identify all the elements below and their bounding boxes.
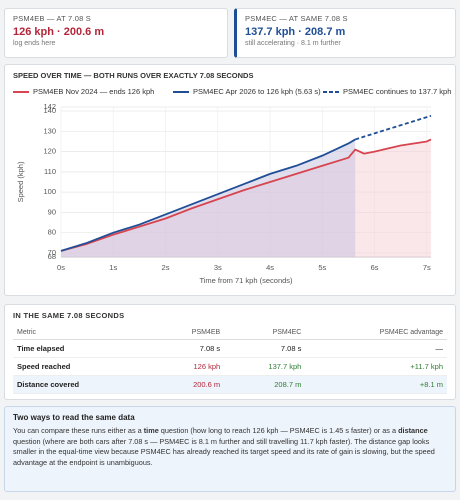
cell: +11.7 kph: [305, 357, 447, 376]
cell: +8.1 m: [305, 375, 447, 394]
card-value: 137.7 kph · 208.7 m: [245, 26, 346, 38]
note-title: Two ways to read the same data: [13, 413, 135, 422]
table-panel: IN THE SAME 7.08 SECONDS Metric PSM4EB P…: [4, 304, 456, 400]
table-row: Time elapsed 7.08 s 7.08 s —: [13, 339, 447, 358]
y-tick-label: 120: [43, 147, 56, 156]
header-cell: PSM4EC advantage: [305, 326, 447, 340]
x-tick-label: 2s: [162, 263, 170, 272]
y-tick-label: 70: [48, 248, 56, 257]
legend-label: PSM4EC Apr 2026 to 126 kph (5.63 s): [193, 87, 321, 96]
y-tick-label: 110: [44, 167, 56, 176]
line: [60, 138, 356, 252]
text-run: You can compare these runs either as a: [13, 426, 144, 435]
cell: Distance covered: [13, 375, 153, 394]
card-value: 126 kph · 200.6 m: [13, 26, 105, 38]
chart-title: SPEED OVER TIME — BOTH RUNS OVER EXACTLY…: [13, 71, 253, 80]
line: [60, 138, 432, 252]
card-note: log ends here: [13, 40, 56, 47]
table-title: IN THE SAME 7.08 SECONDS: [13, 311, 125, 320]
legend-label: PSM4EC continues to 137.7 kph: [343, 87, 451, 96]
chart-panel: SPEED OVER TIME — BOTH RUNS OVER EXACTLY…: [4, 64, 456, 296]
x-tick-label: 1s: [109, 263, 117, 272]
y-tick-label: 68: [48, 252, 56, 261]
emphasis: distance: [398, 426, 428, 435]
header-row: Metric PSM4EB PSM4EC PSM4EC advantage: [13, 326, 447, 340]
summary-card: PSM4EC — AT SAME 7.08 S 137.7 kph · 208.…: [234, 8, 456, 58]
line: [354, 114, 432, 141]
y-tick-label: 80: [48, 228, 56, 237]
cell: 137.7 kph: [224, 357, 306, 376]
x-axis-label: Time from 71 kph (seconds): [199, 276, 293, 285]
y-tick-label: 140: [43, 106, 56, 115]
y-tick-label: 90: [48, 207, 56, 216]
legend-label: PSM4EB Nov 2024 — ends 126 kph: [33, 87, 154, 96]
cell: Speed reached: [13, 357, 153, 376]
emphasis: time: [143, 426, 159, 435]
header-cell: Metric: [13, 326, 153, 340]
text-run: question (how long to reach 126 kph — PS…: [158, 426, 399, 435]
card-label: PSM4EC — AT SAME 7.08 S: [245, 14, 348, 23]
y-tick-label: 130: [43, 126, 56, 135]
table-row: Distance covered 200.6 m 208.7 m +8.1 m: [13, 375, 447, 394]
y-tick-label: 100: [43, 187, 56, 196]
chart: SPEED OVER TIME — BOTH RUNS OVER EXACTLY…: [13, 71, 451, 285]
x-tick-label: 6s: [371, 263, 379, 272]
x-tick-label: 7s: [423, 263, 431, 272]
text-run: question (where are both cars after 7.08…: [13, 436, 435, 467]
note-panel: Two ways to read the same data You can c…: [4, 406, 456, 492]
header-cell: PSM4EB: [152, 326, 225, 340]
cell: —: [305, 339, 447, 358]
x-tick-label: 0s: [57, 263, 65, 272]
card-note: still accelerating · 8.1 m further: [245, 40, 341, 47]
table-row: Speed reached 126 kph 137.7 kph +11.7 kp…: [13, 357, 447, 376]
comparison-table: Metric PSM4EB PSM4EC PSM4EC advantage Ti…: [13, 326, 447, 394]
cell: Time elapsed: [13, 339, 153, 358]
x-tick-label: 5s: [318, 263, 326, 272]
cell: 208.7 m: [224, 375, 306, 394]
summary-card: PSM4EB — AT 7.08 S 126 kph · 200.6 m log…: [4, 8, 228, 58]
x-tick-label: 4s: [266, 263, 274, 272]
cell: 200.6 m: [152, 375, 225, 394]
y-axis-label: Speed (kph): [16, 161, 25, 202]
header-cell: PSM4EC: [224, 326, 306, 340]
note-body: You can compare these runs either as a t…: [13, 426, 447, 468]
cell: 7.08 s: [224, 339, 306, 358]
y-tick-label: 142: [43, 102, 56, 111]
x-tick-label: 3s: [214, 263, 222, 272]
cell: 7.08 s: [152, 339, 225, 358]
card-label: PSM4EB — AT 7.08 S: [13, 14, 91, 23]
cell: 126 kph: [152, 357, 225, 376]
